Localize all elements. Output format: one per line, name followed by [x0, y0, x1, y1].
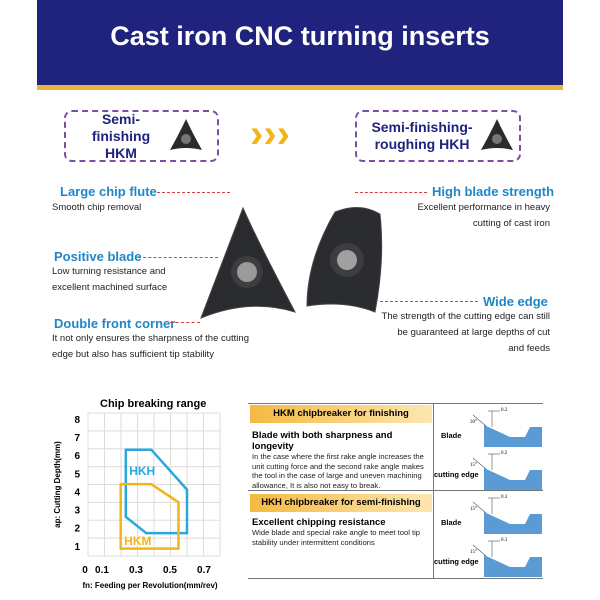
y-tick-label: 6: [74, 451, 80, 462]
y-tick-label: 1: [74, 542, 80, 553]
hkm-heading: Blade with both sharpness and longevity: [252, 430, 393, 452]
feature-title: Positive blade: [54, 249, 142, 264]
hkh-band: HKH chipbreaker for semi-finishing: [250, 494, 432, 512]
feature-title: Double front corner: [54, 316, 176, 331]
angle-value: 15°: [470, 550, 477, 555]
feature-title: Large chip flute: [60, 184, 157, 199]
feature-desc: Low turning resistance and excellent mac…: [52, 266, 168, 293]
hkh-text: Wide blade and special rake angle to mee…: [252, 528, 421, 547]
leader-line: [157, 192, 230, 193]
chart-title: Chip breaking range: [100, 398, 207, 410]
edge-profile-diagram: 0.2 30°: [470, 408, 542, 447]
header-stripe: [37, 85, 563, 90]
x-tick-label: 0: [82, 565, 88, 576]
hkh-label: HKH: [129, 464, 155, 478]
dimension-value: 0.2: [501, 451, 508, 456]
diagram-label: cutting edge: [434, 557, 479, 566]
edge-profile-diagram: 0.3 15°: [470, 495, 542, 534]
hkh-insert-image: [306, 207, 383, 313]
leader-line: [355, 192, 427, 193]
diagram-label: cutting edge: [434, 470, 479, 479]
insert-thumbnail-icon: [481, 119, 513, 150]
hkh-region: [124, 448, 189, 535]
edge-profile-diagram: 0.3 15°: [470, 538, 542, 577]
feature-desc: Excellent performance in heavy cutting o…: [417, 202, 550, 229]
y-tick-label: 5: [74, 469, 80, 480]
y-axis-label: ap: Cutting Depth(mm): [53, 441, 62, 528]
progression-arrows-icon: ›››: [250, 112, 290, 156]
dimension-value: 0.3: [501, 495, 508, 500]
x-axis-label: fn: Feeding per Revolution(mm/rev): [82, 581, 217, 590]
dimension-value: 0.3: [501, 538, 508, 543]
y-tick-label: 7: [74, 433, 80, 444]
feature-title: High blade strength: [432, 184, 555, 199]
diagram-label: Blade: [441, 431, 462, 440]
leader-line: [170, 322, 200, 323]
hkm-insert-image: [200, 206, 297, 319]
y-tick-label: 2: [74, 524, 80, 535]
hkm-region: [119, 482, 180, 550]
angle-value: 30°: [470, 420, 477, 425]
x-tick-label: 0.3: [129, 565, 143, 576]
chip-breaking-chart: 0 0.1 0.3 0.5 0.7 1 2 3 4 5 6 7 8 fn: Feeding per Rev…: [53, 412, 221, 590]
y-tick-label: 8: [74, 415, 80, 426]
x-tick-label: 0.1: [95, 565, 109, 576]
x-tick-label: 0.7: [197, 565, 211, 576]
hkh-heading: Excellent chipping resistance: [252, 517, 386, 528]
type-box-hkm: Semi-finishing HKM: [64, 110, 219, 162]
type-label: Semi-finishing-roughing HKH: [371, 119, 473, 152]
feature-title: Wide edge: [483, 294, 548, 309]
y-tick-label: 3: [74, 506, 80, 517]
angle-value: 15°: [470, 463, 477, 468]
page-title: Cast iron CNC turning inserts: [37, 0, 563, 85]
divider: [433, 403, 434, 579]
x-tick-label: 0.5: [163, 565, 177, 576]
hkm-band: HKM chipbreaker for finishing: [250, 405, 432, 423]
divider: [248, 490, 543, 491]
leader-line: [138, 257, 218, 258]
leader-line: [380, 301, 478, 302]
feature-desc: It not only ensures the sharpness of the…: [52, 333, 249, 360]
feature-desc: Smooth chip removal: [52, 202, 142, 213]
angle-value: 15°: [470, 507, 477, 512]
hkm-text: In the case where the first rake angle i…: [252, 452, 424, 490]
chipbreaker-table: [248, 403, 543, 579]
diagram-label: Blade: [441, 518, 462, 527]
type-box-hkh: Semi-finishing-roughing HKH: [355, 110, 521, 162]
y-tick-label: 4: [74, 487, 80, 498]
dimension-value: 0.2: [501, 408, 508, 413]
hkm-label: HKM: [124, 534, 151, 548]
insert-thumbnail-icon: [170, 119, 202, 150]
type-label: Semi-finishing HKM: [91, 110, 151, 161]
feature-desc: The strength of the cutting edge can sti…: [381, 311, 550, 354]
insert-images: [200, 206, 383, 319]
edge-profile-diagram: 0.2 15°: [470, 451, 542, 490]
